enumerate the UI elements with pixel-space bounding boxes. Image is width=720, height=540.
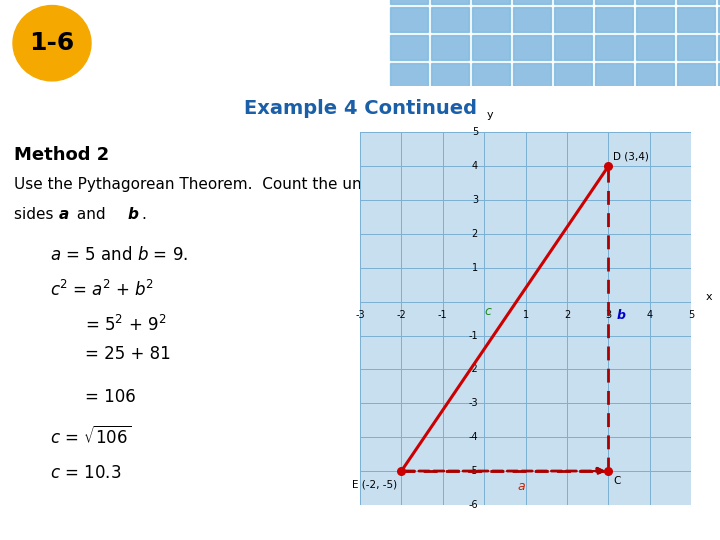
Text: b: b	[616, 308, 626, 322]
Bar	[677, 35, 715, 60]
Text: x: x	[706, 292, 712, 301]
Bar	[677, 0, 715, 4]
Text: y: y	[487, 111, 494, 120]
Bar	[472, 63, 510, 89]
Bar	[513, 0, 551, 4]
Text: 1-6: 1-6	[30, 31, 75, 55]
Text: 1: 1	[472, 263, 478, 273]
Text: 1: 1	[523, 310, 528, 320]
Bar	[595, 63, 633, 89]
Text: $c$ = $\sqrt{106}$: $c$ = $\sqrt{106}$	[50, 426, 131, 448]
Text: .: .	[141, 207, 146, 222]
Bar	[595, 0, 633, 4]
Text: 4: 4	[647, 310, 653, 320]
Text: C: C	[613, 476, 621, 486]
Text: = 5$^{2}$ + 9$^{2}$: = 5$^{2}$ + 9$^{2}$	[85, 315, 166, 335]
Text: 2: 2	[472, 229, 478, 239]
Bar	[431, 7, 469, 32]
Bar	[718, 35, 720, 60]
Text: -4: -4	[469, 432, 478, 442]
Text: Use the Pythagorean Theorem.  Count the units for: Use the Pythagorean Theorem. Count the u…	[14, 177, 406, 192]
Text: -2: -2	[468, 364, 478, 374]
Text: E (-2, -5): E (-2, -5)	[352, 480, 397, 489]
Text: = 25 + 81: = 25 + 81	[85, 346, 171, 363]
Text: sides: sides	[14, 207, 58, 222]
Bar	[513, 7, 551, 32]
Text: a: a	[517, 480, 525, 492]
Bar	[390, 0, 428, 4]
Bar	[513, 35, 551, 60]
Text: c: c	[484, 305, 491, 318]
Text: a: a	[58, 207, 68, 222]
Bar	[718, 63, 720, 89]
Bar	[431, 63, 469, 89]
Text: -1: -1	[438, 310, 448, 320]
Text: D (3,4): D (3,4)	[613, 151, 649, 161]
Bar	[554, 7, 592, 32]
Bar	[554, 63, 592, 89]
Text: -5: -5	[468, 466, 478, 476]
Text: -1: -1	[469, 330, 478, 341]
Text: -3: -3	[355, 310, 365, 320]
Text: 4: 4	[472, 161, 478, 171]
Bar	[513, 63, 551, 89]
Bar	[431, 35, 469, 60]
Bar	[431, 0, 469, 4]
Text: 5: 5	[472, 127, 478, 137]
Text: Example 4 Continued: Example 4 Continued	[243, 99, 477, 118]
Text: -2: -2	[397, 310, 406, 320]
Text: Holt McDougal Geometry: Holt McDougal Geometry	[14, 518, 189, 532]
Bar	[472, 35, 510, 60]
Text: and: and	[73, 207, 111, 222]
Text: $a$ = 5 and $b$ = 9.: $a$ = 5 and $b$ = 9.	[50, 246, 188, 264]
Text: b: b	[127, 207, 138, 222]
Bar	[718, 7, 720, 32]
Bar	[390, 35, 428, 60]
Bar	[677, 63, 715, 89]
Ellipse shape	[13, 5, 91, 81]
Text: 3: 3	[472, 195, 478, 205]
Text: 2: 2	[564, 310, 570, 320]
Bar	[595, 7, 633, 32]
Text: Copyright © by Holt Mc.Dougal. All Rights Reserved.: Copyright © by Holt Mc.Dougal. All Right…	[449, 520, 706, 530]
Text: 5: 5	[688, 310, 694, 320]
Bar	[636, 63, 674, 89]
Text: 3: 3	[606, 310, 611, 320]
Bar	[636, 35, 674, 60]
Bar	[390, 63, 428, 89]
Bar	[554, 0, 592, 4]
Text: Method 2: Method 2	[14, 146, 109, 164]
Text: in the Coordinate Plane: in the Coordinate Plane	[108, 50, 386, 70]
Text: $c$ = 10.3: $c$ = 10.3	[50, 464, 121, 482]
Bar	[472, 7, 510, 32]
Bar	[390, 7, 428, 32]
Text: Midpoint and Distance: Midpoint and Distance	[108, 18, 373, 38]
Bar	[636, 0, 674, 4]
Bar	[718, 0, 720, 4]
Text: = 106: = 106	[85, 388, 135, 406]
Bar	[677, 7, 715, 32]
Bar	[472, 0, 510, 4]
Text: -6: -6	[469, 500, 478, 510]
Text: $c$$^{2}$ = $a$$^{2}$ + $b$$^{2}$: $c$$^{2}$ = $a$$^{2}$ + $b$$^{2}$	[50, 280, 153, 300]
Text: -3: -3	[469, 399, 478, 408]
Bar	[554, 35, 592, 60]
Bar	[636, 7, 674, 32]
Bar	[595, 35, 633, 60]
